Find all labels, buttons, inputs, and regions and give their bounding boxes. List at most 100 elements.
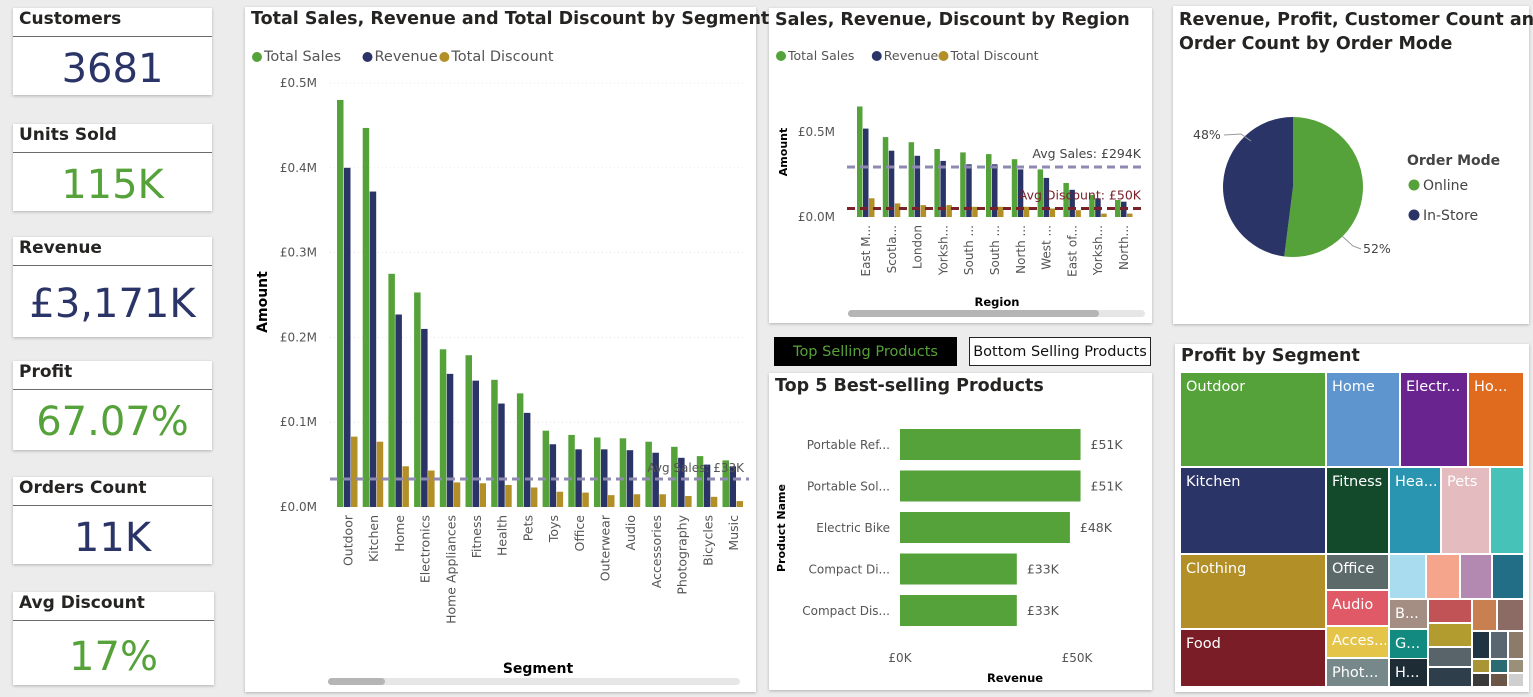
- bar-total-discount[interactable]: [920, 205, 927, 217]
- treemap-tile-small[interactable]: [1491, 674, 1507, 686]
- kpi-card-revenue[interactable]: Revenue £3,171K: [13, 237, 212, 337]
- bar-total-discount[interactable]: [659, 494, 666, 507]
- bar-total-sales[interactable]: [934, 149, 940, 217]
- bar-revenue[interactable]: [1043, 177, 1050, 217]
- bar-total-sales[interactable]: [645, 441, 652, 507]
- treemap-tile-small[interactable]: [1473, 600, 1496, 630]
- bar-revenue[interactable]: [1017, 169, 1024, 217]
- treemap-tile-small[interactable]: [1491, 468, 1523, 553]
- bar-revenue[interactable]: [863, 128, 869, 217]
- segment-chart-panel[interactable]: Total Sales, Revenue and Total Discount …: [245, 7, 769, 692]
- treemap-tile-small[interactable]: [1429, 600, 1471, 622]
- bar-revenue[interactable]: [344, 167, 351, 508]
- legend-label[interactable]: Total Sales: [263, 49, 341, 65]
- product-bar[interactable]: [900, 595, 1017, 626]
- legend-in-store-label[interactable]: In-Store: [1423, 208, 1478, 224]
- bar-total-discount[interactable]: [972, 206, 978, 217]
- legend-label[interactable]: Total Sales: [787, 48, 854, 63]
- bar-total-sales[interactable]: [491, 379, 498, 507]
- bar-total-discount[interactable]: [479, 483, 487, 507]
- treemap-tile-small[interactable]: [1498, 600, 1523, 630]
- bar-total-sales[interactable]: [1011, 159, 1018, 217]
- top-products-bar-chart[interactable]: Portable Ref... £51K Portable Sol... £51K El…: [769, 373, 1152, 690]
- treemap-tile[interactable]: Office: [1327, 555, 1388, 589]
- bar-total-discount[interactable]: [1127, 213, 1133, 217]
- kpi-card-units-sold[interactable]: Units Sold 115K: [13, 124, 212, 211]
- bar-total-discount[interactable]: [894, 203, 901, 217]
- bar-revenue[interactable]: [966, 164, 972, 217]
- treemap-tile-small[interactable]: [1473, 674, 1489, 686]
- bar-revenue[interactable]: [523, 412, 531, 507]
- bar-total-sales[interactable]: [542, 430, 550, 507]
- bar-total-discount[interactable]: [685, 495, 692, 507]
- bar-total-discount[interactable]: [556, 491, 564, 507]
- bar-revenue[interactable]: [498, 403, 505, 507]
- treemap-tile[interactable]: H...: [1390, 659, 1427, 686]
- bar-total-discount[interactable]: [428, 470, 435, 507]
- bar-total-discount[interactable]: [608, 495, 615, 507]
- treemap-tile-small[interactable]: [1473, 660, 1489, 672]
- bar-total-sales[interactable]: [908, 142, 915, 217]
- bar-total-discount[interactable]: [633, 494, 641, 507]
- bar-total-sales[interactable]: [857, 106, 863, 218]
- treemap-tile-small[interactable]: [1493, 555, 1523, 598]
- bar-total-discount[interactable]: [1075, 210, 1081, 217]
- product-bar[interactable]: [900, 553, 1017, 585]
- order-mode-pie-chart[interactable]: 48% 52% Order Mode Online In-Store: [1173, 6, 1529, 324]
- legend-label[interactable]: Total Discount: [950, 48, 1039, 63]
- bar-total-discount[interactable]: [998, 206, 1004, 217]
- bar-total-discount[interactable]: [505, 484, 512, 507]
- region-chart-panel[interactable]: Sales, Revenue, Discount by Region Total…: [769, 8, 1152, 323]
- bar-revenue[interactable]: [472, 380, 480, 507]
- bar-revenue[interactable]: [992, 164, 998, 217]
- treemap-tile[interactable]: Phot...: [1327, 659, 1388, 686]
- legend-label[interactable]: Revenue: [884, 48, 939, 63]
- bar-total-sales[interactable]: [960, 152, 966, 217]
- top-products-chart-panel[interactable]: Top 5 Best-selling Products Portable Ref…: [769, 373, 1152, 690]
- treemap-tile-small[interactable]: [1473, 632, 1489, 658]
- product-bar[interactable]: [900, 512, 1070, 543]
- bar-revenue[interactable]: [549, 444, 557, 507]
- pie-slice-in-store[interactable]: [1223, 117, 1293, 257]
- horizontal-scrollbar-track[interactable]: [328, 678, 740, 685]
- bar-revenue[interactable]: [678, 457, 685, 507]
- treemap-tile[interactable]: G...: [1390, 630, 1427, 658]
- product-bar[interactable]: [900, 470, 1081, 502]
- bar-total-discount[interactable]: [1101, 213, 1107, 217]
- horizontal-scrollbar-thumb[interactable]: [848, 310, 1099, 317]
- bar-total-discount[interactable]: [402, 466, 409, 507]
- treemap-tile-small[interactable]: [1427, 555, 1459, 598]
- treemap-tile-small[interactable]: [1491, 632, 1507, 658]
- bar-total-sales[interactable]: [516, 393, 524, 507]
- order-mode-chart-panel[interactable]: Revenue, Profit, Customer Count and Orde…: [1173, 6, 1533, 324]
- treemap-tile[interactable]: Hea...: [1390, 468, 1440, 553]
- treemap-tile[interactable]: Fitness: [1327, 468, 1388, 553]
- treemap-tile-small[interactable]: [1509, 632, 1523, 658]
- bar-total-discount[interactable]: [1023, 206, 1030, 217]
- kpi-card-profit[interactable]: Profit 67.07%: [13, 361, 212, 450]
- bar-total-discount[interactable]: [376, 441, 384, 507]
- bar-revenue[interactable]: [914, 155, 921, 217]
- bar-total-sales[interactable]: [696, 456, 704, 507]
- treemap-tile-small[interactable]: [1390, 555, 1425, 598]
- treemap-tile[interactable]: Pets: [1442, 468, 1489, 553]
- bar-total-discount[interactable]: [582, 492, 589, 507]
- treemap-tile[interactable]: Kitchen: [1181, 468, 1325, 553]
- profit-treemap[interactable]: Outdoor Kitchen Clothing Food Home Electr... H…: [1175, 344, 1529, 692]
- tab-bottom-selling-products[interactable]: Bottom Selling Products: [969, 337, 1151, 366]
- legend-online-label[interactable]: Online: [1423, 178, 1468, 194]
- bar-total-discount[interactable]: [1049, 208, 1056, 218]
- bar-total-discount[interactable]: [351, 436, 358, 507]
- bar-total-sales[interactable]: [1115, 200, 1121, 217]
- bar-revenue[interactable]: [395, 314, 402, 507]
- bar-total-sales[interactable]: [882, 137, 889, 217]
- bar-total-sales[interactable]: [722, 460, 730, 507]
- treemap-tile-small[interactable]: [1429, 624, 1471, 646]
- bar-total-sales[interactable]: [619, 438, 627, 507]
- treemap-tile-small[interactable]: [1509, 674, 1523, 686]
- bar-total-sales[interactable]: [671, 446, 678, 507]
- kpi-card-avg-discount[interactable]: Avg Discount 17%: [13, 592, 214, 685]
- treemap-tile[interactable]: Ho...: [1469, 373, 1523, 466]
- bar-revenue[interactable]: [446, 373, 454, 507]
- kpi-card-orders-count[interactable]: Orders Count 11K: [13, 477, 212, 564]
